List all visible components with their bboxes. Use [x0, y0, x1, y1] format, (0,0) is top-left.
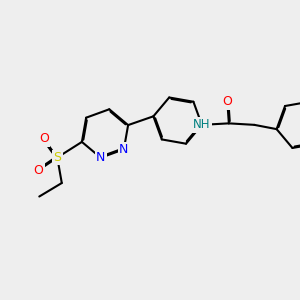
- Text: N: N: [119, 143, 128, 156]
- Text: O: O: [222, 95, 232, 108]
- Text: N: N: [96, 151, 105, 164]
- Text: O: O: [34, 164, 44, 177]
- Text: S: S: [53, 151, 61, 164]
- Text: NH: NH: [193, 118, 211, 131]
- Text: O: O: [39, 132, 49, 146]
